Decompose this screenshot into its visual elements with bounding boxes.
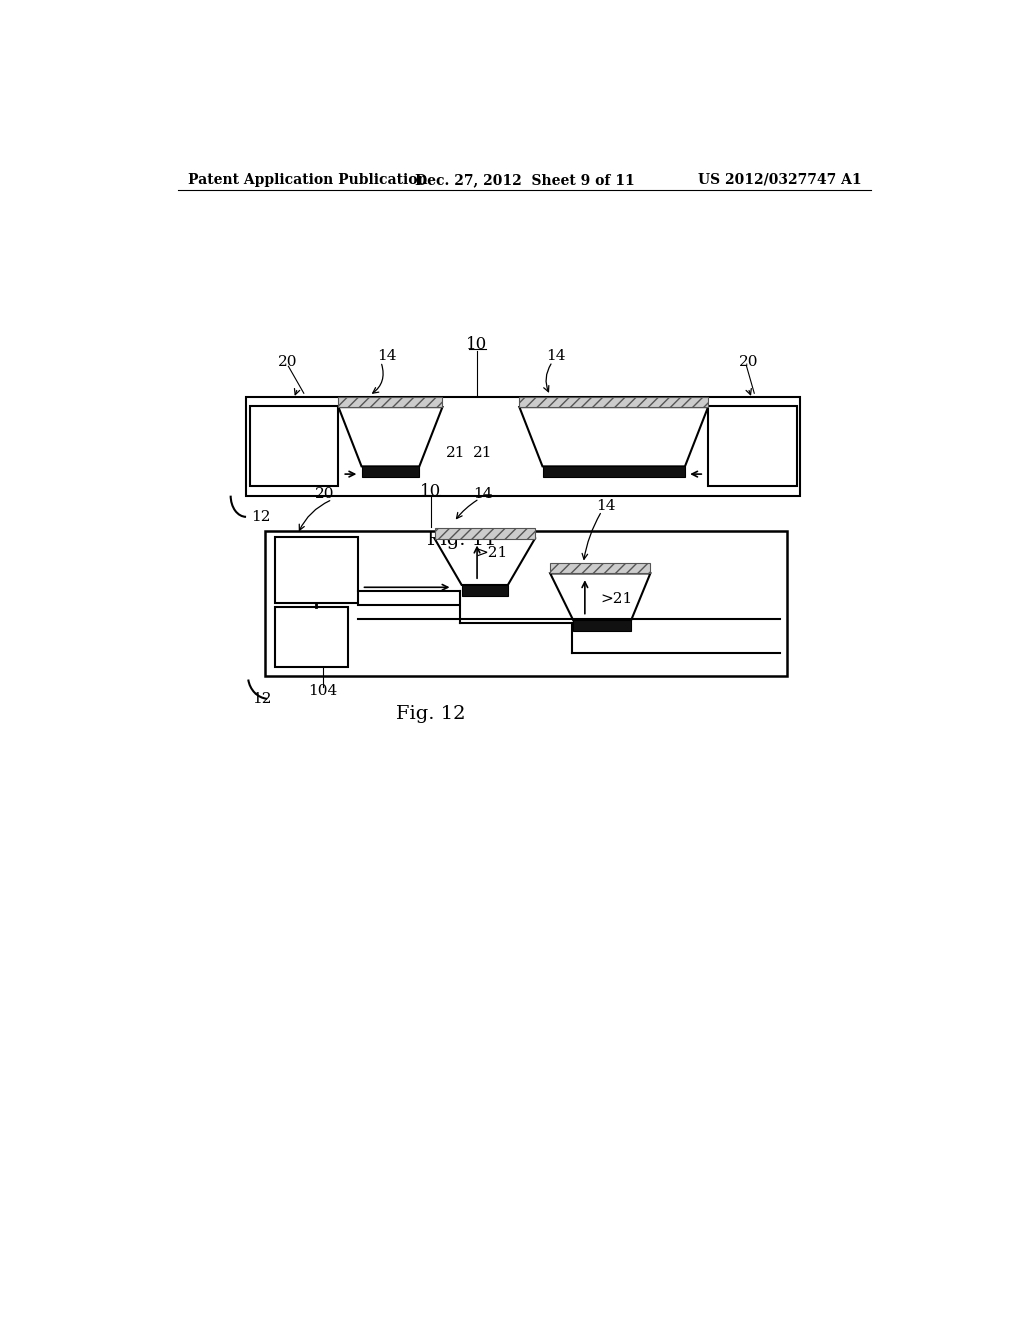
Text: 104: 104 bbox=[308, 684, 338, 698]
Bar bbox=[543, 466, 685, 478]
Bar bbox=[250, 407, 339, 487]
Text: >21: >21 bbox=[600, 591, 633, 606]
Bar bbox=[519, 397, 708, 407]
Bar bbox=[361, 466, 419, 478]
Text: 14: 14 bbox=[547, 350, 566, 363]
Polygon shape bbox=[550, 573, 650, 620]
Text: 14: 14 bbox=[596, 499, 615, 513]
Bar bbox=[274, 607, 348, 667]
Polygon shape bbox=[519, 407, 708, 466]
Text: 20: 20 bbox=[315, 487, 335, 502]
Bar bbox=[339, 397, 442, 407]
Text: Dec. 27, 2012  Sheet 9 of 11: Dec. 27, 2012 Sheet 9 of 11 bbox=[415, 173, 635, 187]
Text: 10: 10 bbox=[467, 337, 487, 354]
Text: 20: 20 bbox=[279, 355, 298, 370]
Text: 14: 14 bbox=[377, 350, 396, 363]
Text: 12: 12 bbox=[252, 511, 271, 524]
Text: US 2012/0327747 A1: US 2012/0327747 A1 bbox=[698, 173, 862, 187]
Bar bbox=[573, 620, 631, 631]
Bar bbox=[246, 397, 801, 496]
Bar bbox=[265, 531, 786, 676]
Text: Patent Application Publication: Patent Application Publication bbox=[188, 173, 428, 187]
Polygon shape bbox=[339, 407, 442, 466]
Text: 21: 21 bbox=[446, 446, 466, 459]
Bar bbox=[435, 528, 535, 539]
Bar bbox=[708, 407, 797, 487]
Text: 20: 20 bbox=[739, 355, 759, 370]
Text: >21: >21 bbox=[475, 545, 508, 560]
Text: 12: 12 bbox=[252, 692, 271, 706]
Polygon shape bbox=[435, 539, 535, 585]
Bar bbox=[462, 585, 508, 595]
Bar bbox=[550, 562, 650, 573]
Text: 14: 14 bbox=[473, 487, 493, 502]
Text: 21: 21 bbox=[473, 446, 493, 459]
Text: Fig. 11: Fig. 11 bbox=[427, 532, 497, 549]
Bar bbox=[274, 537, 357, 603]
Text: 10: 10 bbox=[420, 483, 441, 499]
Text: Fig. 12: Fig. 12 bbox=[396, 705, 466, 723]
